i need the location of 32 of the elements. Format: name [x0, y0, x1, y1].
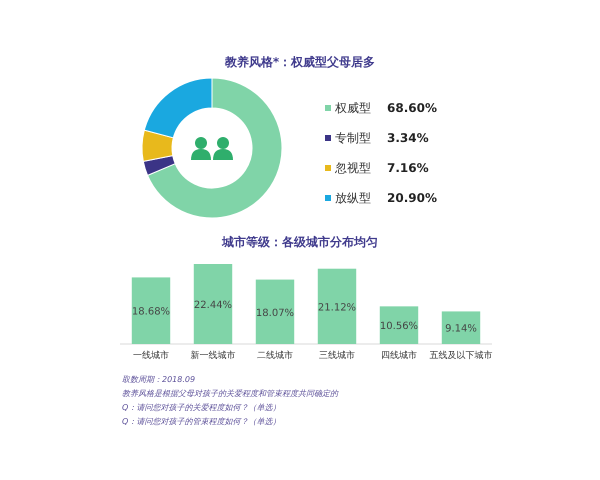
- data-label: 18.07%: [256, 308, 294, 319]
- x-tick-label: 二线城市: [257, 350, 293, 361]
- donut-slice: [147, 78, 282, 218]
- x-tick-label: 三线城市: [319, 350, 355, 361]
- text: 取数周期：2018.09: [122, 375, 196, 384]
- chart-title: 教养风格*：权威型父母居多: [224, 55, 376, 69]
- text: Q：请问您对孩子的关爱程度如何？（单选）: [122, 403, 280, 412]
- data-label: 7.16%: [387, 161, 429, 175]
- x-tick-label: 新一线城市: [190, 350, 236, 361]
- x-tick-label: 一线城市: [133, 350, 169, 361]
- legend-label: 权威型: [334, 101, 371, 115]
- data-label: 68.60%: [387, 101, 437, 115]
- legend-label: 放纵型: [335, 191, 371, 205]
- data-label: 21.12%: [318, 302, 356, 314]
- data-label: 10.56%: [380, 321, 418, 332]
- data-label: 22.44%: [194, 300, 232, 311]
- bar: [194, 264, 232, 344]
- text: 教养风格是根据父母对孩子的关爱程度和管束程度共同确定的: [122, 389, 339, 398]
- legend-label: 忽视型: [334, 161, 371, 175]
- bar: [318, 268, 356, 344]
- data-label: 18.68%: [132, 306, 170, 318]
- data-label: 20.90%: [387, 191, 437, 205]
- data-label: 9.14%: [445, 324, 477, 335]
- data-label: 3.34%: [387, 131, 429, 145]
- text: Q：请问您对孩子的管束程度如何？（单选）: [122, 417, 280, 426]
- bar: [442, 311, 480, 344]
- chart-title: 城市等级：各级城市分布均匀: [221, 235, 378, 249]
- bar: [132, 277, 170, 344]
- x-tick-label: 四线城市: [381, 350, 417, 361]
- x-tick-label: 五线及以下城市: [430, 350, 492, 361]
- legend-label: 专制型: [335, 131, 371, 145]
- bar: [256, 280, 294, 344]
